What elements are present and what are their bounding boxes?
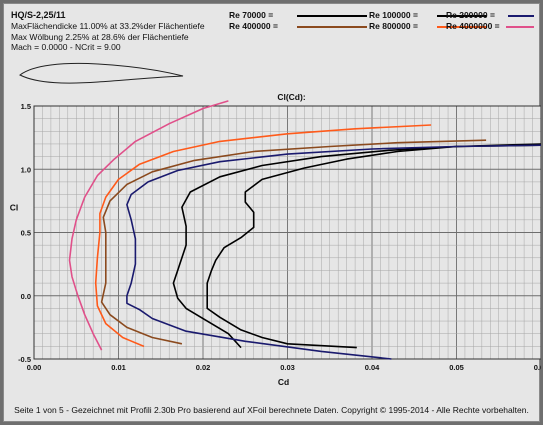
legend-label: Re 70000 =	[229, 10, 274, 20]
y-axis-label: Cl	[10, 203, 19, 213]
airfoil-shape	[19, 62, 184, 84]
airfoil-title: HQ/S-2,25/11	[11, 10, 66, 20]
y-tick-label: 0.5	[21, 229, 31, 238]
series-line-re-4000000	[68, 100, 229, 351]
x-tick-label: 0.01	[111, 363, 126, 372]
legend-swatch	[506, 26, 534, 28]
legend-label: Re 400000 =	[229, 21, 278, 31]
y-tick-label: 0.0	[21, 292, 31, 301]
cl-cd-polar-chart: 0.00 0.01 0.02 0.03 0.04 0.05 0.06 -0.5 0.0 0.5 1.…	[10, 92, 541, 387]
chart-title: Cl(Cd):	[277, 92, 305, 102]
y-tick-label: 1.0	[21, 165, 31, 174]
series-line-re-70000	[206, 144, 541, 349]
legend-label: Re 200000 =	[446, 10, 495, 20]
series-line-re-400000	[100, 139, 487, 345]
mach-ncrit-info: Mach = 0.0000 - NCrit = 9.00	[11, 42, 121, 52]
x-axis-label: Cd	[278, 377, 289, 387]
series-line-re-100000	[172, 143, 541, 349]
legend-swatch	[297, 26, 367, 28]
y-tick-label: -0.5	[18, 355, 31, 364]
series-line-re-800000	[94, 124, 432, 348]
x-tick-label: 0.02	[196, 363, 211, 372]
x-tick-label: 0.03	[280, 363, 295, 372]
y-tick-label: 1.5	[21, 102, 31, 111]
plot-border	[33, 105, 541, 360]
x-tick-label: 0.00	[27, 363, 42, 372]
copyright-footer: Seite 1 von 5 - Gezeichnet mit Profili 2…	[14, 405, 529, 415]
legend-label: Re 800000 =	[369, 21, 418, 31]
legend-label: Re 100000 =	[369, 10, 418, 20]
series-line-re-200000	[126, 144, 541, 360]
thickness-info: MaxFlächendicke 11.00% at 33.2%der Fläch…	[11, 21, 205, 31]
x-tick-label: 0.05	[449, 363, 464, 372]
legend-swatch	[297, 15, 367, 17]
legend-swatch	[437, 15, 487, 17]
x-tick-label: 0.06	[534, 363, 541, 372]
camber-info: Max Wölbung 2.25% at 28.6% der Flächenti…	[11, 32, 189, 42]
legend-swatch	[508, 15, 534, 17]
x-tick-label: 0.04	[365, 363, 380, 372]
legend-swatch	[437, 26, 487, 28]
legend-label: Re 4000000 =	[446, 21, 500, 31]
chart-page: HQ/S-2,25/11 MaxFlächendicke 11.00% at 3…	[3, 3, 541, 422]
